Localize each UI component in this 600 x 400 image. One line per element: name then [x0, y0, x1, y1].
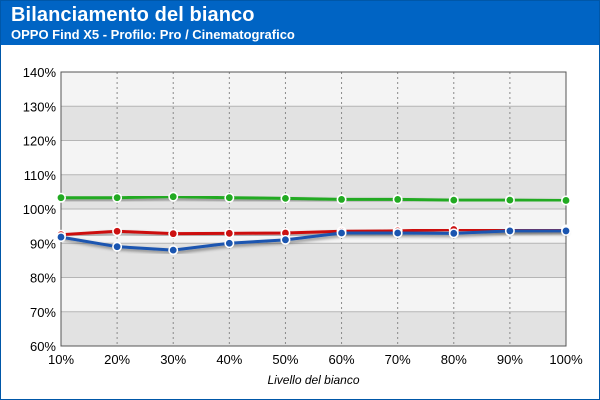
y-tick-label: 90%	[30, 236, 56, 251]
series-line	[60, 229, 566, 252]
y-tick-label: 60%	[30, 339, 56, 354]
data-point	[280, 193, 291, 204]
x-axis-ticks: 10% 20% 30% 40% 50% 60% 70% 80% 90% 100%	[48, 352, 583, 367]
data-point	[112, 226, 123, 237]
data-point	[55, 232, 66, 243]
grid-band	[61, 311, 566, 346]
data-point	[224, 192, 235, 203]
series-line	[61, 195, 567, 202]
data-point	[112, 192, 123, 203]
data-point	[392, 194, 403, 205]
series-lines	[55, 191, 571, 256]
data-point	[504, 195, 515, 206]
grid-band	[61, 106, 566, 141]
y-axis-ticks: 60% 70% 80% 90% 100% 110% 120% 130% 140%	[23, 65, 57, 354]
y-tick-label: 80%	[30, 271, 56, 286]
series-line	[60, 228, 567, 237]
data-point	[280, 234, 291, 245]
data-point	[336, 194, 347, 205]
data-point	[168, 228, 179, 239]
x-tick-label: 70%	[385, 352, 411, 367]
data-point	[560, 195, 571, 206]
data-point	[336, 227, 347, 238]
data-point	[448, 195, 459, 206]
data-point	[224, 228, 235, 239]
x-axis-label: Livello del bianco	[267, 373, 359, 387]
data-point	[168, 191, 179, 202]
y-tick-label: 110%	[24, 168, 57, 183]
data-point	[168, 245, 179, 256]
chart-subtitle: OPPO Find X5 - Profilo: Pro / Cinematogr…	[11, 27, 295, 42]
x-tick-label: 20%	[104, 352, 130, 367]
x-tick-label: 60%	[329, 352, 355, 367]
y-tick-label: 120%	[23, 134, 57, 149]
data-point	[55, 192, 66, 203]
data-point	[560, 225, 571, 236]
data-point	[448, 228, 459, 239]
grid-band	[61, 174, 566, 209]
y-tick-label: 140%	[23, 65, 57, 80]
plot-border	[60, 71, 567, 347]
x-tick-label: 10%	[48, 352, 74, 367]
x-tick-label: 100%	[549, 352, 583, 367]
y-tick-label: 130%	[23, 99, 57, 114]
y-tick-label: 70%	[30, 305, 56, 320]
x-tick-label: 80%	[441, 352, 467, 367]
series-group	[55, 225, 571, 256]
data-point	[112, 241, 123, 252]
x-tick-label: 40%	[216, 352, 242, 367]
data-point	[392, 227, 403, 238]
grid-lines	[60, 71, 567, 347]
x-tick-label: 90%	[497, 352, 523, 367]
data-point	[504, 225, 515, 236]
data-point	[224, 238, 235, 249]
series-group	[55, 191, 571, 206]
y-tick-label: 100%	[23, 202, 57, 217]
x-tick-label: 30%	[160, 352, 186, 367]
chart-header: Bilanciamento del bianco OPPO Find X5 - …	[1, 1, 599, 45]
chart-title: Bilanciamento del bianco	[11, 4, 255, 26]
x-tick-label: 50%	[272, 352, 298, 367]
